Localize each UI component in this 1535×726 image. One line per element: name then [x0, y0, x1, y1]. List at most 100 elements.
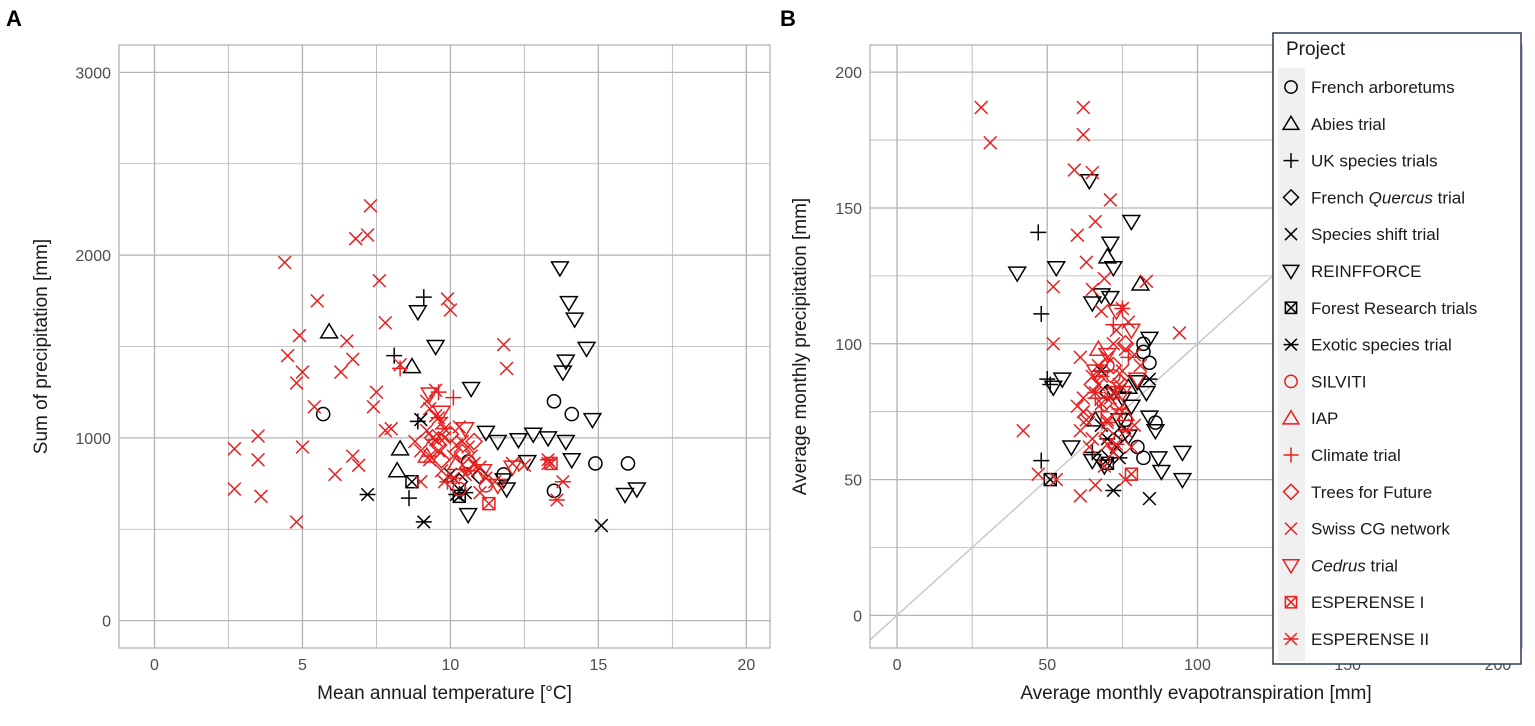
- data-point: [1094, 304, 1109, 319]
- data-point: [1043, 380, 1064, 397]
- data-point: [359, 487, 376, 502]
- data-point: [1099, 415, 1116, 430]
- panel-b-x-axis-title: Average monthly evapotranspiration [mm]: [1020, 683, 1371, 704]
- data-point: [434, 463, 449, 478]
- data-point: [562, 453, 582, 470]
- data-point: [366, 399, 381, 414]
- legend-key: [1281, 264, 1301, 280]
- data-point: [1077, 408, 1096, 427]
- data-point: [443, 303, 458, 317]
- data-point: [461, 381, 481, 398]
- data-point: [556, 434, 576, 451]
- data-point: [413, 474, 428, 489]
- data-point: [390, 439, 410, 456]
- panel-a-y-tick-label: 0: [102, 614, 111, 631]
- data-point: [360, 228, 375, 242]
- data-point: [488, 478, 508, 495]
- data-point: [1095, 394, 1114, 413]
- legend-title: Project: [1286, 39, 1346, 60]
- legend-label: UK species trials: [1311, 152, 1438, 171]
- data-point: [482, 496, 496, 511]
- legend-label: Climate trial: [1311, 446, 1401, 465]
- data-point: [1124, 467, 1139, 481]
- data-point: [1141, 372, 1158, 386]
- panel-b-y-tick-label: 150: [835, 201, 862, 218]
- data-point: [430, 384, 447, 401]
- panel-b-y-tick-label: 0: [853, 608, 862, 625]
- data-point: [1084, 444, 1101, 461]
- data-point: [328, 467, 342, 482]
- data-point: [1061, 440, 1082, 457]
- data-point: [1073, 488, 1088, 503]
- legend-entry: ESPERENSE I: [1284, 593, 1424, 612]
- data-point: [408, 305, 428, 322]
- data-point: [421, 449, 438, 463]
- data-point: [315, 406, 331, 422]
- data-point: [307, 399, 322, 414]
- legend-key: [1284, 227, 1298, 241]
- panel-a-plot: 0 5 10 15 20 0 1000 2000 3000 Mean annual tempera…: [31, 44, 771, 704]
- data-point: [1067, 163, 1082, 177]
- legend-label: ESPERENSE I: [1311, 593, 1424, 612]
- data-point: [1139, 274, 1154, 289]
- panel-a-series-swiss-cg-network: [227, 198, 555, 529]
- data-point: [425, 339, 446, 356]
- data-point: [319, 322, 339, 339]
- data-point: [251, 429, 266, 443]
- data-point: [386, 347, 403, 364]
- data-point: [1105, 316, 1122, 333]
- legend-label: IAP: [1311, 409, 1338, 428]
- legend-label: Forest Research trials: [1311, 299, 1477, 318]
- legend-entry: IAP: [1281, 409, 1338, 428]
- legend-key: [1283, 632, 1299, 646]
- data-point: [493, 473, 514, 490]
- data-point: [1076, 100, 1091, 115]
- panel-a-series-esperense-ii: [421, 410, 571, 507]
- data-point: [1172, 472, 1193, 490]
- data-point: [1142, 491, 1157, 506]
- panel-b-letter: B: [780, 6, 796, 31]
- data-point: [289, 376, 304, 390]
- data-point: [1097, 459, 1112, 473]
- data-point: [627, 482, 647, 499]
- legend-entry: Forest Research trials: [1284, 299, 1477, 318]
- data-point: [292, 328, 307, 343]
- data-point: [441, 425, 460, 444]
- data-point: [1052, 372, 1073, 389]
- data-point: [1127, 372, 1148, 389]
- legend-entry: Trees for Future: [1282, 483, 1432, 502]
- data-point: [1118, 342, 1133, 357]
- panel-b-y-tick-label: 50: [844, 473, 862, 490]
- legend-entry: Swiss CG network: [1284, 520, 1450, 539]
- data-point: [1073, 423, 1088, 438]
- data-point: [339, 334, 354, 348]
- data-point: [1097, 347, 1118, 365]
- data-point: [588, 456, 603, 471]
- panel-a-letter: A: [6, 6, 22, 31]
- data-point: [227, 441, 242, 456]
- data-point: [1105, 483, 1122, 498]
- data-point: [1100, 412, 1115, 427]
- panel-a-border: [118, 44, 771, 649]
- data-point: [1079, 174, 1100, 191]
- data-point: [1097, 271, 1112, 286]
- data-point: [1033, 305, 1050, 322]
- data-point: [419, 394, 434, 409]
- data-point: [1085, 165, 1100, 180]
- data-point: [402, 357, 422, 374]
- panel-a-x-tick-label: 15: [589, 657, 607, 674]
- legend-label: Cedrus trial: [1311, 556, 1398, 575]
- data-point: [538, 431, 558, 448]
- data-point: [1136, 450, 1151, 466]
- data-point: [254, 489, 268, 504]
- data-point: [1121, 399, 1142, 416]
- data-point: [1088, 214, 1103, 229]
- data-point: [369, 385, 384, 400]
- legend-entry: French arboretums: [1284, 78, 1455, 97]
- data-point: [1115, 404, 1136, 422]
- panel-a-series-french-arboretums: [315, 394, 636, 499]
- data-point: [280, 348, 295, 363]
- data-point: [1091, 377, 1106, 392]
- data-point: [564, 312, 585, 329]
- data-point: [1085, 364, 1106, 381]
